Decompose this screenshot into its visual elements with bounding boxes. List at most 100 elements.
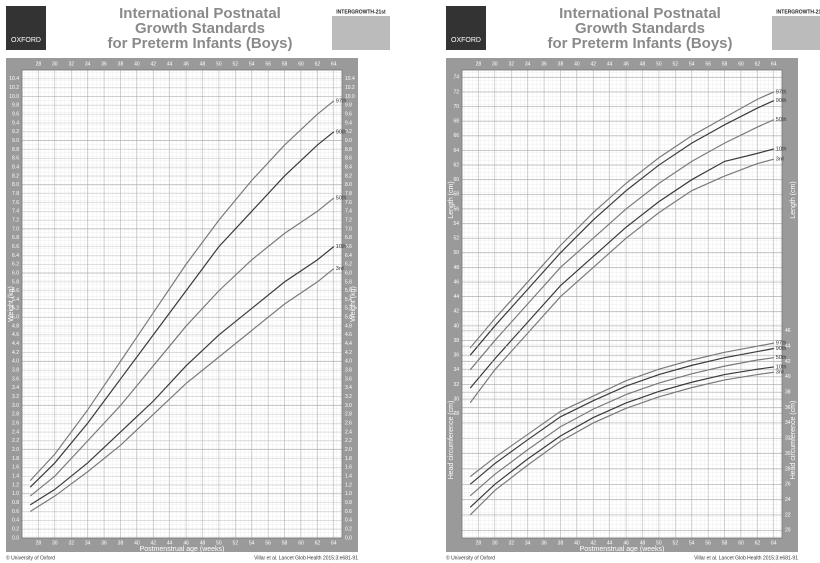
x-tick-label: 56 — [705, 540, 711, 546]
y-tick-label: 0.4 — [345, 518, 352, 524]
y-tick-label: 50 — [453, 250, 459, 256]
y-tick-label: 0.8 — [345, 500, 352, 506]
y-tick-label: 68 — [453, 119, 459, 125]
y-tick-label: 9.6 — [12, 111, 19, 117]
y-tick-label: 8.2 — [12, 173, 19, 179]
y-tick-label: 9.8 — [12, 103, 19, 109]
x-tick-label: 32 — [508, 540, 514, 546]
x-tick-label: 54 — [249, 540, 255, 546]
x-tick-label: 44 — [607, 61, 613, 67]
y-tick-label: 6.4 — [12, 253, 19, 259]
y-tick-label: 3.8 — [12, 368, 19, 374]
y-tick-label: 38 — [453, 338, 459, 344]
chart-title: for Preterm Infants (Boys) — [547, 35, 732, 52]
y-tick-label: 7.2 — [12, 217, 19, 223]
y-tick-label: 54 — [453, 221, 459, 227]
x-tick-label: 38 — [558, 540, 564, 546]
y-tick-label: 4.2 — [345, 350, 352, 356]
centile-label: 90th — [776, 98, 787, 104]
y-tick-label: 38 — [785, 390, 791, 396]
x-tick-label: 48 — [200, 61, 206, 67]
y-tick-label: 52 — [453, 236, 459, 242]
x-tick-label: 44 — [167, 61, 173, 67]
y-tick-label: 4.2 — [12, 350, 19, 356]
x-tick-label: 58 — [722, 540, 728, 546]
y-tick-label: 7.4 — [345, 209, 352, 215]
x-tick-label: 32 — [68, 540, 74, 546]
y-tick-label: 2.4 — [12, 429, 19, 435]
y-tick-label: 2.6 — [12, 421, 19, 427]
y-tick-label: 3.2 — [12, 394, 19, 400]
y-tick-label: 0.4 — [12, 518, 19, 524]
centile-label: 90th — [336, 129, 347, 135]
y-tick-label: 9.4 — [12, 120, 19, 126]
x-tick-label: 62 — [755, 61, 761, 67]
x-tick-label: 42 — [151, 61, 157, 67]
y-tick-label: 2.4 — [345, 429, 352, 435]
chart-title: for Preterm Infants (Boys) — [107, 35, 292, 52]
y-tick-label: 7.0 — [345, 226, 352, 232]
y-tick-label: 9.6 — [345, 111, 352, 117]
x-tick-label: 36 — [541, 540, 547, 546]
x-tick-label: 30 — [52, 61, 58, 67]
y-tick-label: 3.4 — [12, 385, 19, 391]
x-tick-label: 58 — [282, 540, 288, 546]
x-tick-label: 38 — [118, 61, 124, 67]
centile-label: 50th — [336, 195, 347, 201]
logo-text: OXFORD — [11, 37, 41, 44]
x-tick-label: 34 — [85, 61, 91, 67]
x-tick-label: 30 — [492, 540, 498, 546]
x-tick-label: 46 — [623, 61, 629, 67]
y-axis-label: Head circumference (cm) — [790, 401, 797, 480]
y-tick-label: 2.2 — [12, 438, 19, 444]
x-tick-label: 48 — [640, 61, 646, 67]
y-tick-label: 20 — [785, 528, 791, 534]
y-tick-label: 1.6 — [345, 465, 352, 471]
y-tick-label: 2.0 — [345, 447, 352, 453]
y-tick-label: 7.6 — [12, 200, 19, 206]
y-tick-label: 6.6 — [12, 244, 19, 250]
fine-grid — [462, 70, 782, 538]
centile-label: 90th — [776, 346, 787, 352]
y-axis-label: Length (cm) — [790, 181, 797, 218]
y-axis-label: Length (cm) — [448, 181, 455, 218]
y-tick-label: 1.8 — [345, 456, 352, 462]
y-tick-label: 3.8 — [345, 368, 352, 374]
y-tick-label: 26 — [785, 482, 791, 488]
y-tick-label: 6.2 — [345, 262, 352, 268]
y-tick-label: 1.4 — [345, 474, 352, 480]
y-tick-label: 4.6 — [12, 332, 19, 338]
x-tick-label: 30 — [492, 61, 498, 67]
y-tick-label: 2.8 — [345, 412, 352, 418]
x-tick-label: 46 — [183, 61, 189, 67]
y-tick-label: 7.8 — [12, 191, 19, 197]
fine-grid — [22, 70, 342, 538]
y-tick-label: 3.6 — [12, 376, 19, 382]
y-tick-label: 3.0 — [12, 403, 19, 409]
y-tick-label: 8.0 — [345, 182, 352, 188]
y-tick-label: 8.6 — [345, 156, 352, 162]
y-tick-label: 8.4 — [345, 164, 352, 170]
y-tick-label: 0.2 — [345, 526, 352, 532]
y-tick-label: 72 — [453, 89, 459, 95]
x-tick-label: 34 — [85, 540, 91, 546]
y-tick-label: 7.0 — [12, 226, 19, 232]
y-tick-label: 3.6 — [345, 376, 352, 382]
x-tick-label: 40 — [574, 61, 580, 67]
x-tick-label: 30 — [52, 540, 58, 546]
y-tick-label: 4.8 — [345, 323, 352, 329]
y-tick-label: 32 — [453, 382, 459, 388]
y-tick-label: 8.6 — [12, 156, 19, 162]
x-tick-label: 52 — [673, 540, 679, 546]
centile-label: 10th — [336, 244, 347, 250]
y-tick-label: 0.6 — [345, 509, 352, 515]
y-tick-label: 0.0 — [12, 535, 19, 541]
source: © University of Oxford — [6, 554, 55, 561]
x-tick-label: 64 — [771, 540, 777, 546]
y-tick-label: 6.8 — [12, 235, 19, 241]
y-tick-label: 9.4 — [345, 120, 352, 126]
y-tick-label: 4.4 — [12, 341, 19, 347]
x-tick-label: 56 — [265, 61, 271, 67]
y-axis-label: Head circumference (cm) — [448, 401, 455, 480]
x-tick-label: 28 — [36, 61, 42, 67]
